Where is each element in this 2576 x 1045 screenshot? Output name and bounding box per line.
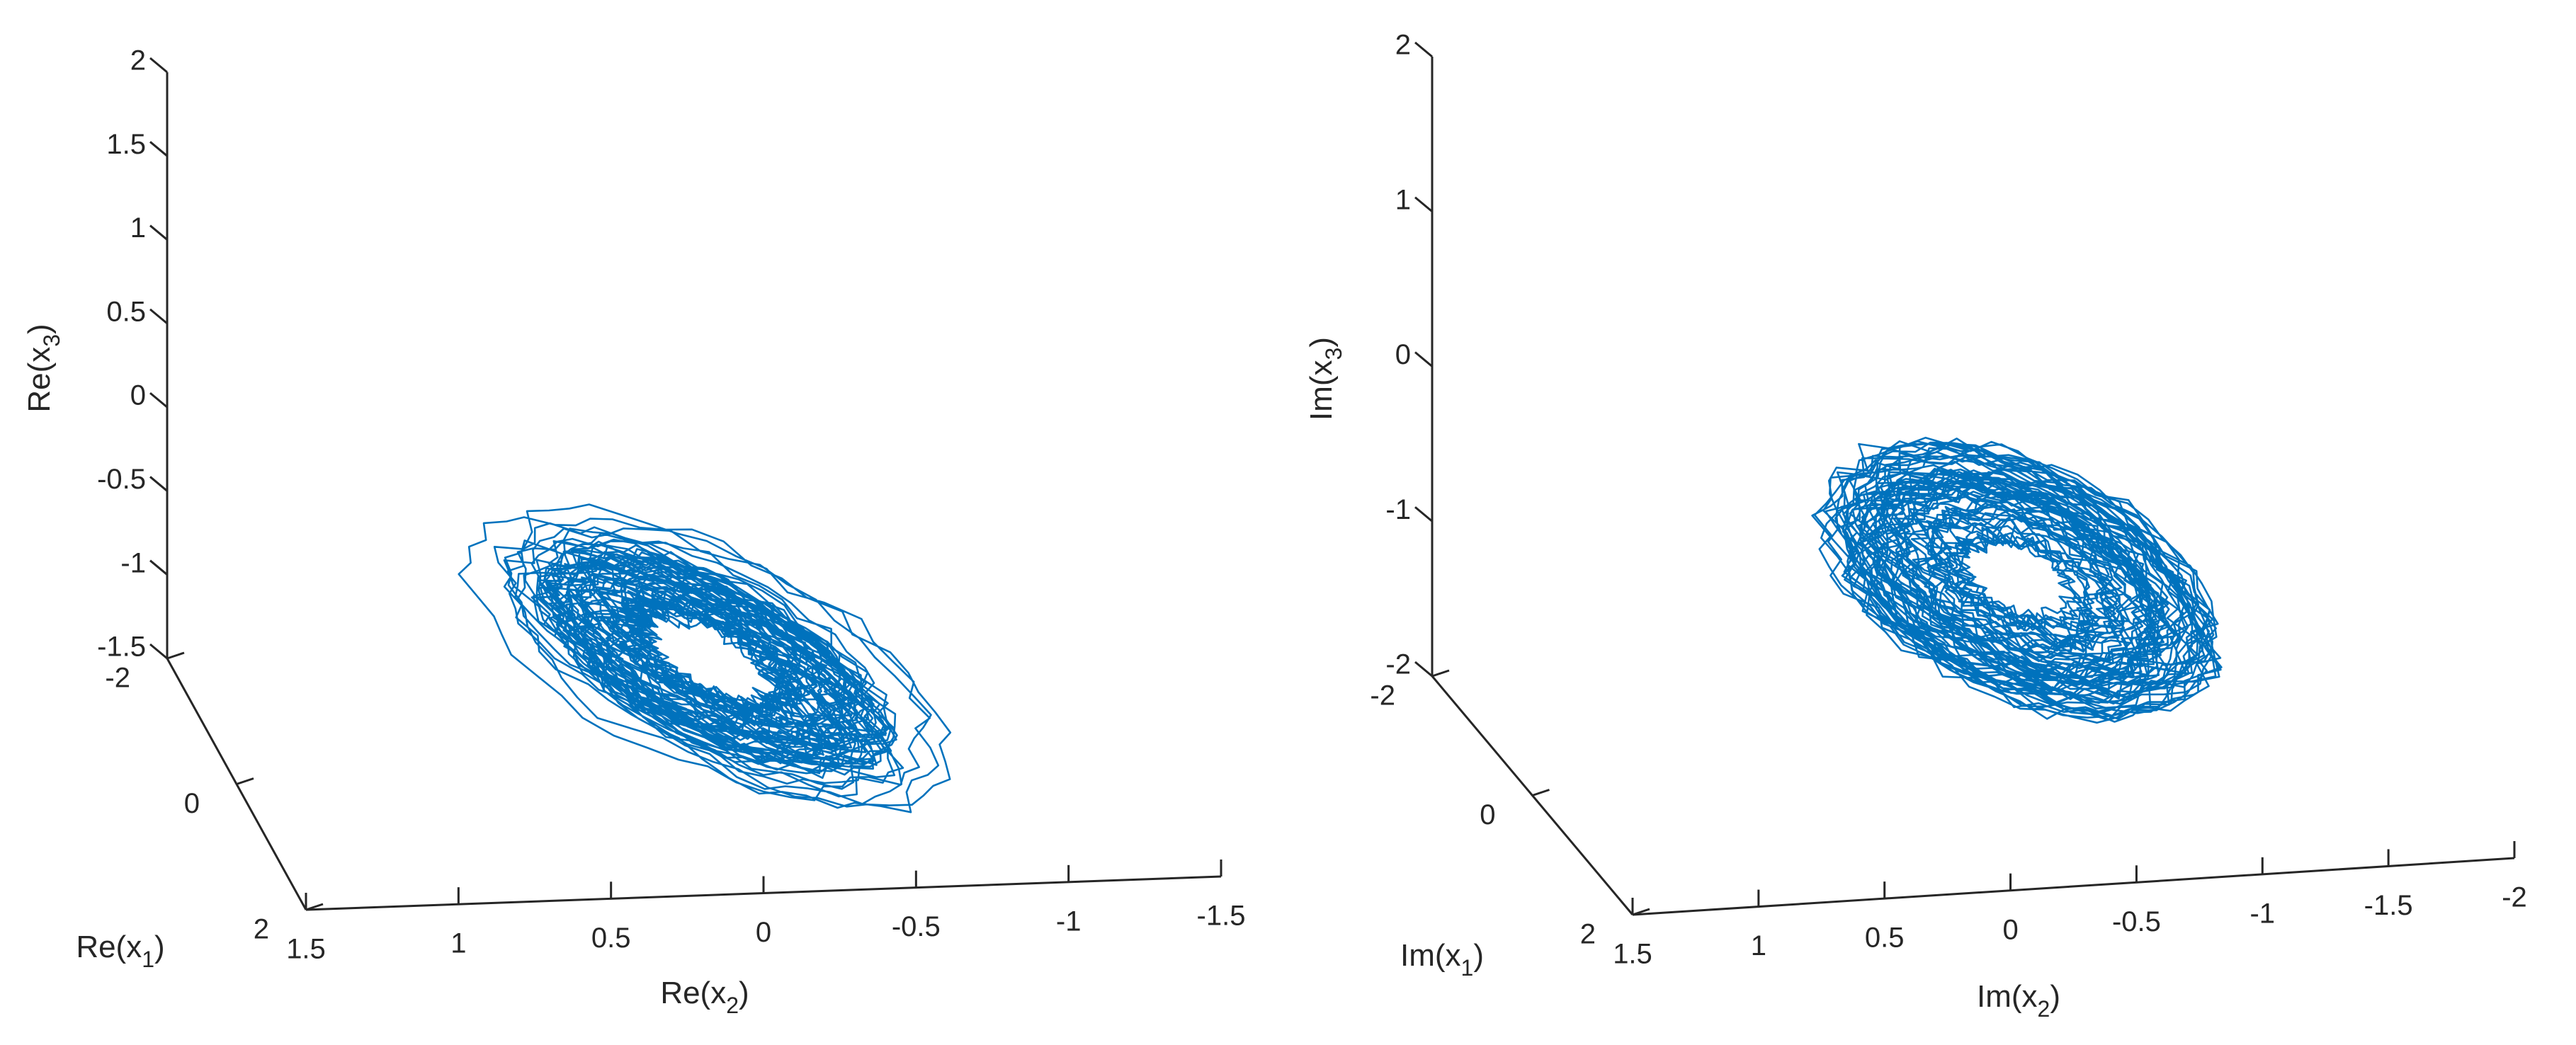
z-tick-label: 1: [1395, 184, 1411, 215]
z-tick: [149, 643, 168, 660]
y-axis-line: [1632, 857, 2515, 916]
z-tick-label: 0: [1395, 339, 1411, 370]
y-tick-label: 1: [1751, 930, 1766, 961]
z-tick: [149, 57, 168, 74]
x-axis-label: Im(x1): [1400, 938, 1484, 981]
z-tick: [1414, 41, 1433, 58]
x-tick-label: 0: [1480, 799, 1495, 830]
z-tick: [1414, 506, 1433, 522]
y-tick-label: -1.5: [1197, 901, 1246, 932]
y-tick-label: -0.5: [892, 911, 941, 942]
z-tick: [149, 559, 168, 576]
x-tick: [1431, 669, 1450, 678]
x-tick-label: 2: [254, 914, 269, 945]
y-tick-label: 1.5: [286, 934, 326, 965]
y-tick-label: 0: [2002, 914, 2018, 945]
x-tick: [166, 651, 185, 660]
z-tick-label: -1.5: [97, 632, 146, 663]
z-tick-label: 1: [130, 212, 146, 244]
y-tick-label: 0.5: [591, 923, 631, 954]
y-tick-label: 1.5: [1613, 939, 1652, 970]
x-axis-label: Re(x1): [76, 930, 164, 973]
trajectory-line: [458, 503, 952, 813]
z-tick: [149, 308, 168, 325]
x-tick: [1532, 789, 1550, 796]
y-tick-label: -1: [2249, 898, 2275, 929]
x-tick: [305, 903, 324, 911]
z-tick: [149, 141, 168, 157]
z-tick-label: 2: [130, 45, 146, 76]
z-tick-label: 1.5: [106, 129, 146, 160]
z-tick: [149, 476, 168, 492]
z-tick: [1414, 196, 1433, 212]
y-tick-label: 0: [756, 917, 771, 948]
z-tick-label: -1: [1385, 494, 1411, 525]
phase-plot-real: -1.5 -1 -0.5 0 0.5 1 1.5 2 -2 0 2 1.5 1 0.5 0 -0.5 -1 -1.…: [22, 45, 1246, 1019]
z-axis-label: Im(x3): [1304, 337, 1347, 421]
y-axis-label: Re(x2): [660, 976, 749, 1019]
x-tick-label: 0: [184, 788, 200, 819]
z-tick-label: 2: [1395, 30, 1411, 61]
x-tick-label: 2: [1580, 919, 1596, 950]
y-tick-label: -2: [2502, 882, 2527, 913]
y-tick-label: 0.5: [1865, 923, 1905, 954]
z-tick: [1414, 661, 1433, 678]
z-tick-label: 0: [130, 380, 146, 411]
trajectory-line: [1811, 436, 2223, 724]
z-axis-label: Re(x3): [22, 324, 65, 412]
x-tick: [236, 777, 254, 785]
x-tick: [1632, 908, 1650, 916]
y-axis-label: Im(x2): [1977, 979, 2060, 1022]
z-tick-label: -2: [1385, 649, 1411, 680]
z-tick-label: -1: [120, 547, 146, 578]
y-tick-label: -1: [1056, 906, 1082, 937]
z-tick-label: 0.5: [106, 296, 146, 327]
z-tick: [1414, 351, 1433, 367]
y-tick-label: -1.5: [2364, 890, 2413, 921]
z-tick: [149, 392, 168, 409]
z-tick: [149, 224, 168, 241]
x-tick-label: -2: [1370, 680, 1395, 712]
x-tick-label: -2: [105, 663, 130, 694]
y-tick-label: -0.5: [2112, 906, 2161, 937]
y-tick-label: 1: [450, 928, 466, 959]
z-tick-label: -0.5: [97, 464, 146, 495]
phase-plot-imag: -2 -1 0 1 2 -2 0 2 1.5 1 0.5 0 -0.5 -1 -1.5 -2 Im(x3) Im(…: [1304, 30, 2527, 1022]
